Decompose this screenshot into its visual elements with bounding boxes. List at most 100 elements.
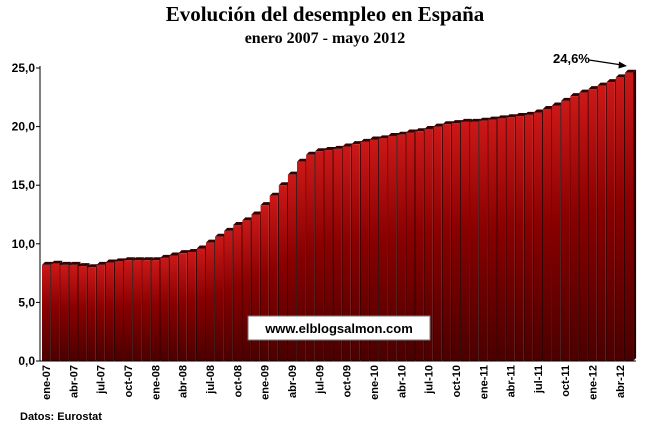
bar-face	[151, 260, 160, 361]
bar-face	[506, 117, 515, 361]
bar-cap	[215, 233, 227, 237]
bar-face	[360, 141, 369, 361]
bar-side	[633, 69, 637, 362]
bar-cap	[470, 118, 482, 122]
x-tick-label: jul-10	[424, 365, 436, 395]
bar	[624, 69, 637, 362]
bar-face	[369, 139, 379, 361]
bar-face	[287, 174, 297, 361]
bar-cap	[488, 116, 500, 120]
y-axis-ticks: 0,0 5,0 10,0 15,0 20,0 25,0	[12, 61, 40, 368]
bar-face	[233, 225, 242, 361]
bar-face	[78, 266, 87, 361]
bar-face	[114, 261, 124, 361]
bar-face	[406, 132, 415, 361]
bar-face	[579, 92, 588, 361]
watermark-box: www.elblogsalmon.com	[247, 315, 431, 341]
bar-face	[87, 267, 96, 361]
bar-face	[60, 264, 69, 361]
bar-face	[424, 128, 433, 361]
bar-cap	[315, 148, 327, 152]
bar-cap	[479, 117, 491, 121]
bar-cap	[442, 121, 454, 125]
bar-face	[306, 154, 315, 361]
annotation-arrow	[588, 59, 627, 69]
bar-face	[142, 260, 151, 361]
bar-cap	[105, 259, 117, 263]
x-tick-label: abr-10	[396, 365, 408, 398]
bar-cap	[552, 102, 564, 106]
y-tick-label: 25,0	[12, 61, 36, 75]
bar-face	[315, 151, 324, 361]
bar-cap	[205, 239, 218, 243]
bar-face	[479, 120, 488, 362]
bar-cap	[369, 136, 382, 140]
bar-cap	[187, 249, 199, 253]
bar-cap	[297, 158, 309, 162]
y-tick-label: 5,0	[18, 295, 35, 309]
bar-cap	[96, 261, 108, 265]
bar-cap	[424, 125, 436, 129]
bar-cap	[388, 132, 400, 136]
bar-face	[342, 146, 351, 361]
bar-cap	[242, 217, 254, 221]
bar-cap	[251, 211, 263, 215]
bar-face	[96, 264, 105, 361]
bar-face	[442, 124, 451, 361]
bar-cap	[160, 254, 172, 258]
bar-face	[269, 195, 278, 361]
x-tick-label: ene-09	[260, 365, 272, 400]
bar-cap	[224, 227, 236, 231]
source-note: Datos: Eurostat	[20, 411, 102, 423]
bar-face	[42, 264, 51, 361]
annotation-last-value: 24,6%	[553, 51, 590, 66]
bar-cap	[278, 182, 290, 186]
x-tick-label: oct-07	[123, 365, 135, 397]
bar-face	[588, 89, 597, 361]
bar-face	[624, 72, 634, 362]
bar-face	[242, 220, 251, 361]
bar-cap	[78, 263, 90, 267]
bar-face	[542, 109, 552, 362]
y-tick-label: 15,0	[12, 178, 36, 192]
bar-face	[615, 77, 624, 361]
bar-cap	[287, 171, 300, 175]
bar-cap	[60, 261, 72, 265]
bar-cap	[133, 257, 145, 261]
bar-cap	[597, 82, 609, 86]
x-tick-label: ene-11	[478, 365, 490, 399]
bar-cap	[178, 250, 190, 254]
y-tick-label: 0,0	[18, 354, 35, 368]
x-tick-label: abr-12	[615, 365, 627, 398]
bar-face	[561, 100, 570, 361]
bar-cap	[533, 109, 546, 113]
bar-cap	[542, 106, 555, 110]
bar-face	[351, 144, 360, 361]
bar-face	[606, 82, 615, 362]
bar-face	[133, 260, 142, 361]
bar-cap	[406, 129, 418, 133]
bar-face	[570, 96, 579, 362]
x-tick-label: ene-12	[588, 365, 600, 400]
x-tick-label: ene-08	[150, 365, 162, 400]
bar-cap	[506, 114, 518, 118]
bar-cap	[169, 252, 181, 256]
bar-cap	[123, 257, 136, 261]
bar-face	[515, 116, 524, 361]
x-tick-label: ene-07	[41, 365, 53, 400]
watermark-text: www.elblogsalmon.com	[264, 321, 413, 336]
bar-cap	[142, 257, 154, 261]
bar-face	[224, 230, 233, 361]
bar-cap	[579, 89, 591, 93]
bar-face	[187, 252, 196, 361]
bar-cap	[42, 261, 54, 265]
bar-cap	[196, 245, 209, 249]
bar-face	[324, 150, 333, 361]
x-tick-label: oct-11	[560, 365, 572, 397]
bar-face	[460, 121, 470, 361]
x-tick-label: jul-09	[314, 365, 326, 395]
chart-title: Evolución del desempleo en España	[166, 2, 485, 26]
bar-cap	[524, 111, 536, 115]
bar-cap	[360, 138, 372, 142]
